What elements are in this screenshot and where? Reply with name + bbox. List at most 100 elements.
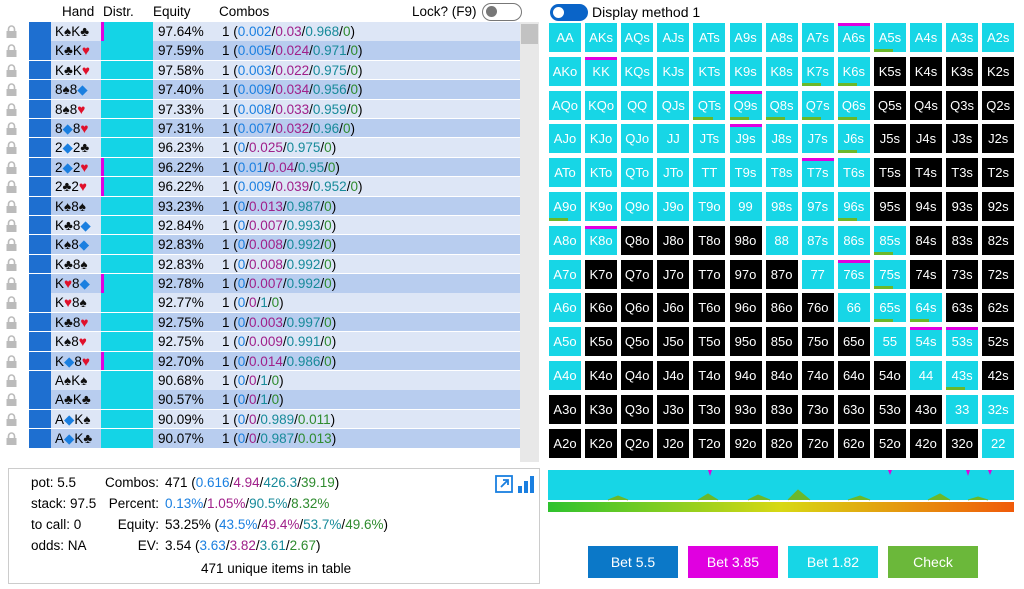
hand-cell-63o[interactable]: 63o: [836, 393, 871, 425]
hand-cell-T5o[interactable]: T5o: [692, 326, 727, 358]
hand-cell-Q7o[interactable]: Q7o: [620, 258, 655, 290]
hand-cell-K9o[interactable]: K9o: [584, 191, 619, 222]
hand-cell-AKs[interactable]: AKs: [584, 22, 619, 53]
lock-icon[interactable]: [6, 161, 17, 174]
hand-cell-94o[interactable]: 94o: [728, 360, 763, 391]
hand-cell-Q7s[interactable]: Q7s: [800, 89, 835, 121]
table-row[interactable]: 8♠8◆ 97.40% 1 (0.009/0.034/0.956/0): [0, 80, 520, 99]
hand-cell-QTs[interactable]: QTs: [692, 89, 727, 121]
hand-cell-95o[interactable]: 95o: [728, 326, 763, 358]
hand-cell-96s[interactable]: 96s: [836, 191, 871, 222]
lock-icon[interactable]: [6, 64, 17, 77]
hand-cell-J5o[interactable]: J5o: [656, 326, 691, 358]
hand-cell-QJo[interactable]: QJo: [620, 123, 655, 155]
hand-cell-K2s[interactable]: K2s: [981, 55, 1016, 87]
hand-cell-A2s[interactable]: A2s: [981, 22, 1016, 53]
col-distr[interactable]: Distr.: [103, 4, 134, 19]
hand-cell-32s[interactable]: 32s: [981, 393, 1016, 425]
hand-cell-J6o[interactable]: J6o: [656, 292, 691, 324]
lock-icon[interactable]: [6, 316, 17, 329]
hand-cell-J2o[interactable]: J2o: [656, 427, 691, 459]
hand-cell-KK[interactable]: KK: [584, 55, 619, 87]
hand-cell-52s[interactable]: 52s: [981, 326, 1016, 358]
action-button-bet-3-85[interactable]: Bet 3.85: [688, 546, 778, 578]
external-link-icon[interactable]: [495, 475, 513, 493]
col-hand[interactable]: Hand: [62, 4, 95, 19]
hand-cell-74s[interactable]: 74s: [909, 258, 943, 290]
hand-cell-Q3o[interactable]: Q3o: [620, 393, 655, 425]
hand-cell-T8s[interactable]: T8s: [764, 157, 799, 189]
hand-cell-T6s[interactable]: T6s: [836, 157, 871, 189]
table-row[interactable]: K♥8◆ 92.78% 1 (0/0.007/0.992/0): [0, 274, 520, 293]
hand-cell-T9o[interactable]: T9o: [692, 191, 727, 222]
hand-cell-Q9s[interactable]: Q9s: [728, 89, 763, 121]
hand-cell-75s[interactable]: 75s: [872, 258, 907, 290]
hand-cell-K6s[interactable]: K6s: [836, 55, 871, 87]
hand-cell-T2s[interactable]: T2s: [981, 157, 1016, 189]
hand-cell-43s[interactable]: 43s: [945, 360, 980, 391]
lock-toggle[interactable]: [482, 3, 522, 21]
hand-cell-J8o[interactable]: J8o: [656, 224, 691, 256]
table-row[interactable]: 8♠8♥ 97.33% 1 (0.008/0.033/0.959/0): [0, 99, 520, 119]
hand-cell-64o[interactable]: 64o: [836, 360, 871, 391]
hand-cell-Q9o[interactable]: Q9o: [620, 191, 655, 222]
hand-cell-77[interactable]: 77: [800, 258, 835, 290]
hand-cell-Q4s[interactable]: Q4s: [909, 89, 943, 121]
hand-cell-74o[interactable]: 74o: [800, 360, 835, 391]
hand-cell-82o[interactable]: 82o: [764, 427, 799, 459]
table-row[interactable]: K♥8♠ 92.77% 1 (0/0/1/0): [0, 293, 520, 312]
hand-cell-K8o[interactable]: K8o: [584, 224, 619, 256]
hand-cell-54s[interactable]: 54s: [909, 326, 943, 358]
hand-cell-A4o[interactable]: A4o: [548, 360, 582, 391]
hand-cell-K5o[interactable]: K5o: [584, 326, 619, 358]
hand-cell-AJo[interactable]: AJo: [548, 123, 582, 155]
lock-icon[interactable]: [6, 277, 17, 291]
hand-cell-33[interactable]: 33: [945, 393, 980, 425]
table-row[interactable]: K♣K♥ 97.58% 1 (0.003/0.022/0.975/0): [0, 60, 520, 80]
hand-cell-92s[interactable]: 92s: [981, 191, 1016, 222]
lock-icon[interactable]: [6, 141, 17, 155]
hand-cell-95s[interactable]: 95s: [872, 191, 907, 222]
lock-icon[interactable]: [6, 354, 17, 368]
hand-cell-86o[interactable]: 86o: [764, 292, 799, 324]
table-row[interactable]: K♣K♥ 97.59% 1 (0.005/0.024/0.971/0): [0, 41, 520, 60]
action-button-bet-5-5[interactable]: Bet 5.5: [588, 546, 678, 578]
hand-cell-TT[interactable]: TT: [692, 157, 727, 189]
hand-cell-J6s[interactable]: J6s: [836, 123, 871, 155]
lock-icon[interactable]: [6, 44, 17, 58]
hand-cell-T9s[interactable]: T9s: [728, 157, 763, 189]
hand-cell-65s[interactable]: 65s: [872, 292, 907, 324]
hand-cell-T5s[interactable]: T5s: [872, 157, 907, 189]
hand-cell-44[interactable]: 44: [909, 360, 943, 391]
lock-icon[interactable]: [6, 393, 17, 407]
hand-cell-Q6o[interactable]: Q6o: [620, 292, 655, 324]
hand-cell-A5s[interactable]: A5s: [872, 22, 907, 53]
table-row[interactable]: A♠K♠ 90.68% 1 (0/0/1/0): [0, 371, 520, 390]
hand-cell-92o[interactable]: 92o: [728, 427, 763, 459]
hand-cell-73s[interactable]: 73s: [945, 258, 980, 290]
lock-icon[interactable]: [6, 432, 17, 446]
hand-cell-62s[interactable]: 62s: [981, 292, 1016, 324]
bar-chart-icon[interactable]: [517, 475, 537, 493]
hand-cell-82s[interactable]: 82s: [981, 224, 1016, 256]
table-row[interactable]: K♣8◆ 92.84% 1 (0/0.007/0.993/0): [0, 215, 520, 235]
table-row[interactable]: K◆8♥ 92.70% 1 (0/0.014/0.986/0): [0, 351, 520, 371]
hand-cell-A3o[interactable]: A3o: [548, 393, 582, 425]
hand-cell-KTs[interactable]: KTs: [692, 55, 727, 87]
hand-cell-J4o[interactable]: J4o: [656, 360, 691, 391]
hand-cell-53o[interactable]: 53o: [872, 393, 907, 425]
hand-cell-Q8o[interactable]: Q8o: [620, 224, 655, 256]
hand-cell-55[interactable]: 55: [872, 326, 907, 358]
lock-icon[interactable]: [6, 102, 17, 116]
hand-cell-K3o[interactable]: K3o: [584, 393, 619, 425]
hand-cell-AA[interactable]: AA: [548, 22, 582, 53]
hand-cell-T7s[interactable]: T7s: [800, 157, 835, 189]
table-row[interactable]: K♠8◆ 92.83% 1 (0/0.008/0.992/0): [0, 235, 520, 254]
hand-cell-84s[interactable]: 84s: [909, 224, 943, 256]
hand-cell-62o[interactable]: 62o: [836, 427, 871, 459]
display-method-toggle[interactable]: [550, 4, 588, 21]
hand-cell-K6o[interactable]: K6o: [584, 292, 619, 324]
hand-cell-KTo[interactable]: KTo: [584, 157, 619, 189]
hand-cell-T8o[interactable]: T8o: [692, 224, 727, 256]
scrollbar-thumb[interactable]: [521, 24, 538, 44]
